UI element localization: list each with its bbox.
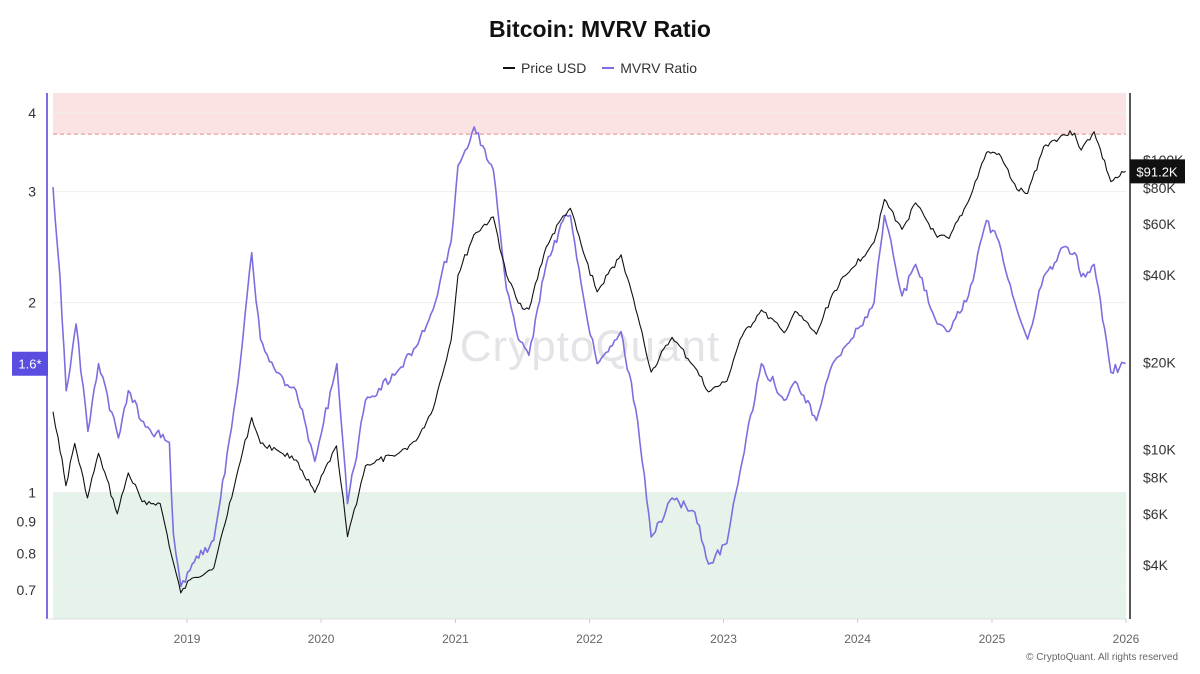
right-tick-label-5: $40K (1143, 267, 1176, 283)
x-tick-label-3: 2022 (576, 632, 603, 646)
zone-band-1 (53, 492, 1126, 619)
left-tick-label-6: 4 (28, 105, 36, 121)
legend-swatch-price (502, 67, 515, 69)
legend-swatch-mvrv (602, 67, 615, 69)
legend-label-price: Price USD (520, 60, 587, 76)
right-tick-label-4: $20K (1143, 354, 1176, 370)
legend-item-price[interactable]: Price USD (502, 60, 587, 76)
legend-item-mvrv[interactable]: MVRV Ratio (602, 60, 697, 76)
x-tick-label-2: 2021 (442, 632, 469, 646)
left-tick-label-4: 2 (28, 295, 36, 311)
x-tick-label-0: 2019 (174, 632, 201, 646)
x-tick-label-4: 2023 (710, 632, 737, 646)
copyright-notice: © CryptoQuant. All rights reserved (1026, 652, 1178, 663)
left-tick-label-3: 1 (28, 484, 36, 500)
legend[interactable]: Price USD MVRV Ratio (0, 56, 1200, 76)
right-tick-label-3: $10K (1143, 441, 1176, 457)
left-current-value-tag (12, 351, 48, 376)
x-tick-label-6: 2025 (979, 632, 1006, 646)
x-tick-label-1: 2020 (308, 632, 335, 646)
series-line-mvrv (52, 126, 1126, 588)
right-current-value-tag (1130, 159, 1185, 184)
right-tick-label-1: $6K (1143, 506, 1169, 522)
x-tick-label-7: 2026 (1113, 632, 1140, 646)
right-current-value-label: $91.2K (1136, 164, 1178, 179)
left-tick-label-0: 0.7 (17, 582, 37, 598)
x-tick-label-5: 2024 (844, 632, 871, 646)
right-tick-label-7: $80K (1143, 180, 1176, 196)
zone-band-0 (53, 93, 1126, 135)
left-tick-label-1: 0.8 (17, 546, 37, 562)
left-tick-label-2: 0.9 (17, 513, 37, 529)
left-current-value-label: 1.6* (18, 357, 41, 372)
chart-title: Bitcoin: MVRV Ratio (489, 16, 711, 42)
right-tick-label-6: $60K (1143, 216, 1176, 232)
series-line-price (52, 130, 1126, 594)
legend-label-mvrv: MVRV Ratio (620, 60, 698, 76)
right-tick-label-2: $8K (1143, 470, 1169, 486)
left-tick-label-5: 3 (28, 184, 36, 200)
right-tick-label-0: $4K (1143, 557, 1169, 573)
